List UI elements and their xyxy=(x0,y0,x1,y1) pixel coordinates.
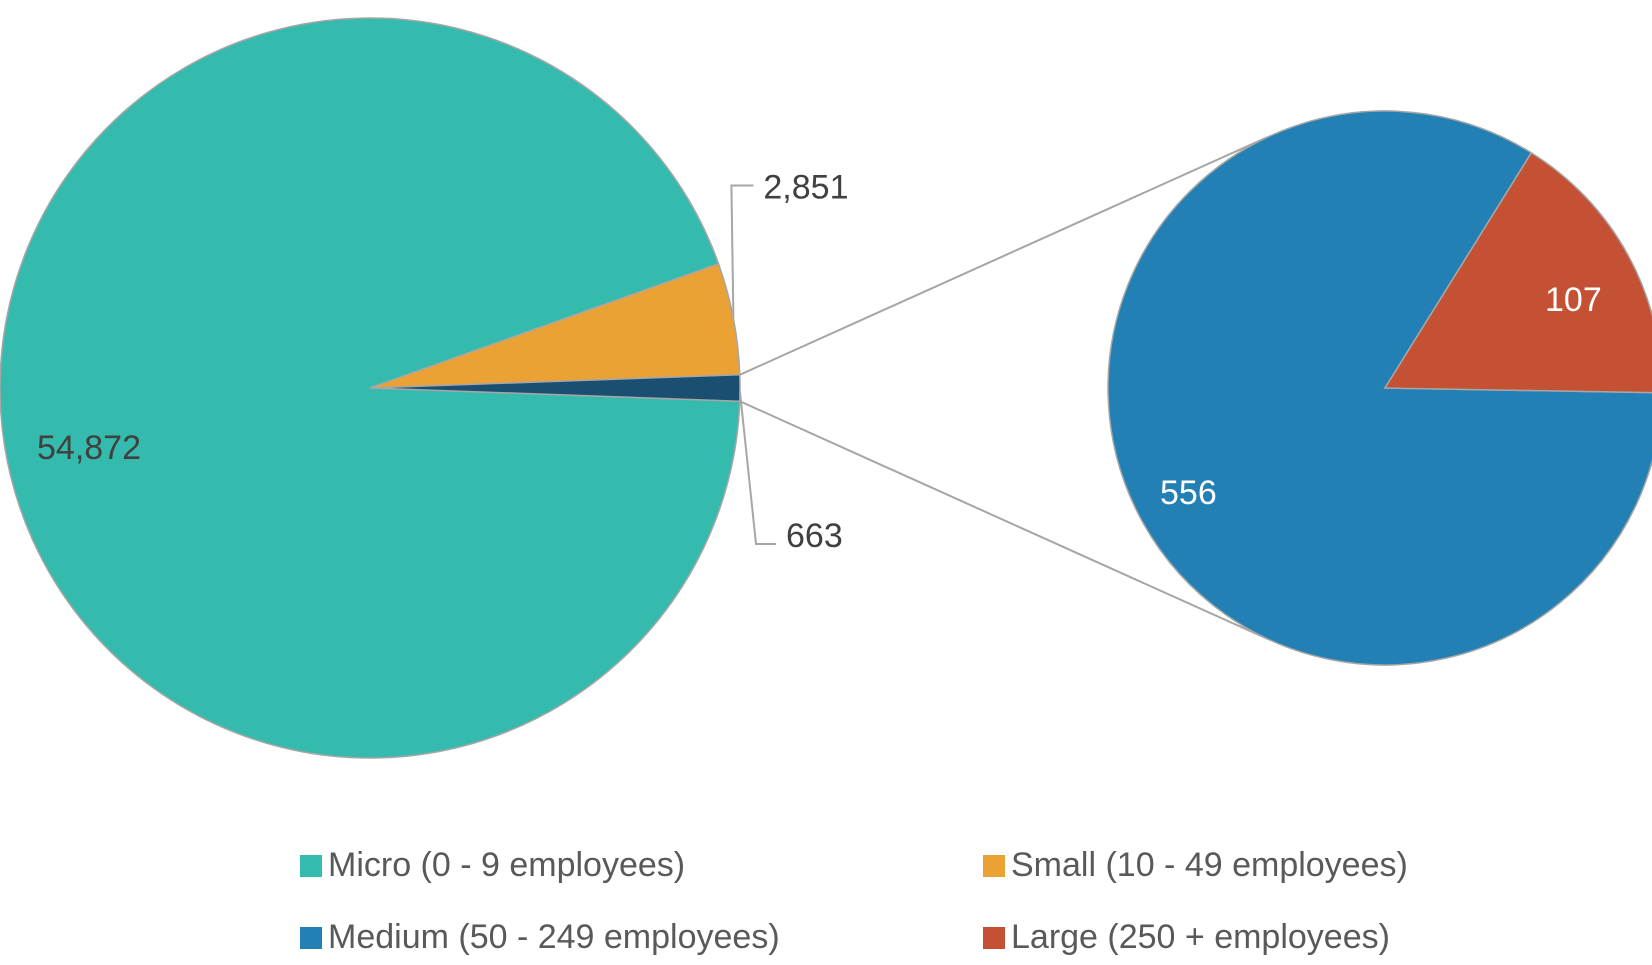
data-label-micro: 54,872 xyxy=(37,429,141,467)
leader-line-small xyxy=(730,184,754,319)
secondary-slice-large xyxy=(1383,151,1652,394)
main-slice-micro xyxy=(0,17,741,759)
connector-lines xyxy=(739,136,1269,640)
leader-lines xyxy=(730,184,776,545)
data-label-other: 663 xyxy=(786,517,843,555)
connector-line-top xyxy=(739,136,1269,376)
main-pie xyxy=(0,17,741,759)
data-label-small: 2,851 xyxy=(763,168,848,206)
main-slice-other xyxy=(369,374,741,402)
data-labels: 54,872 2,851 663 556 107 xyxy=(37,168,1602,555)
data-label-large: 107 xyxy=(1545,281,1602,319)
connector-line-bottom xyxy=(739,400,1269,640)
data-label-medium: 556 xyxy=(1160,474,1217,512)
secondary-pie xyxy=(1107,110,1652,666)
leader-line-other xyxy=(739,391,776,545)
secondary-slice-medium xyxy=(1107,110,1652,666)
